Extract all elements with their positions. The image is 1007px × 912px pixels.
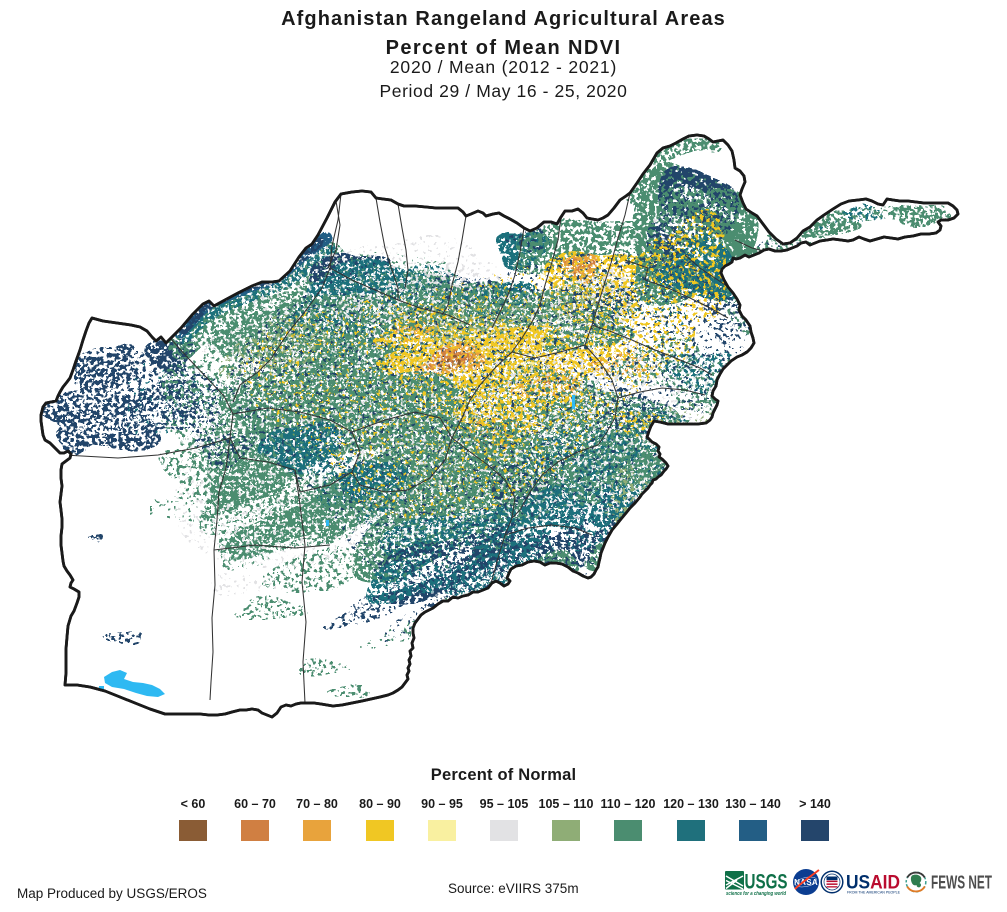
svg-text:FEWS NET: FEWS NET xyxy=(931,873,992,893)
svg-text:USAID: USAID xyxy=(846,873,900,894)
svg-text:FROM THE AMERICAN PEOPLE: FROM THE AMERICAN PEOPLE xyxy=(847,891,901,895)
svg-text:USGS: USGS xyxy=(745,870,788,894)
svg-text:NASA: NASA xyxy=(794,878,818,887)
svg-text:science for a changing world: science for a changing world xyxy=(726,891,787,897)
